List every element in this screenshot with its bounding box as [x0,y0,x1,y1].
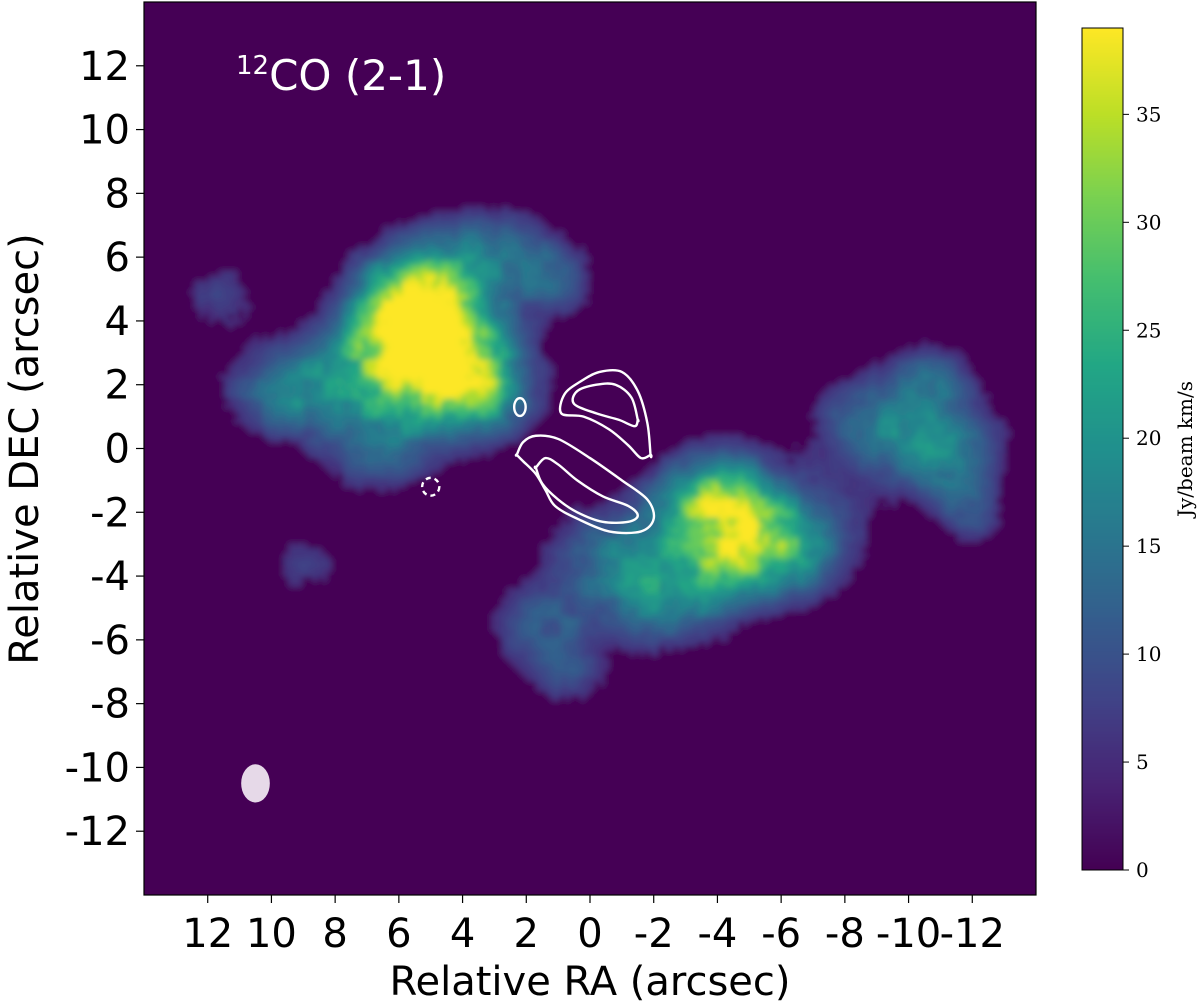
colorbar-tick-label: 0 [1136,858,1149,882]
colorbar-tick-label: 5 [1136,750,1149,774]
y-tick-label: -10 [65,745,130,791]
colorbar-frame [1081,27,1124,871]
y-tick-label: 4 [105,299,130,345]
colorbar-ticks: 0 5 10 15 20 25 30 35 [1123,102,1161,882]
x-tick-label: -6 [761,911,801,957]
colorbar-tick-label: 25 [1136,318,1161,342]
colorbar-tick-label: 10 [1136,642,1161,666]
contour-solid-3 [533,456,639,525]
colorbar-tick-label: 35 [1136,102,1161,126]
colorbar-tick-label: 15 [1136,534,1161,558]
y-tick-label: 12 [79,44,130,90]
x-tick-label: 0 [577,911,602,957]
colorbar: 0 5 10 15 20 25 30 35 Jy/beam km/s [1081,27,1197,882]
y-tick-label: -8 [90,682,130,728]
x-tick-label: 10 [246,911,297,957]
colorbar-tick-label: 20 [1136,426,1161,450]
x-tick-label: -8 [825,911,865,957]
co-intensity-heatmap [144,2,1036,895]
y-tick-label: -4 [90,554,130,600]
colorbar-tick-label: 30 [1136,210,1161,234]
colorbar-gradient [1082,28,1123,870]
contour-solid-2 [514,434,656,535]
x-axis-ticks: 12 10 8 6 4 2 0 -2 -4 -6 -8 -10-12 [182,895,1005,957]
x-tick-label: -10 [876,911,941,957]
x-tick-label: -2 [634,911,674,957]
contour-solid-1 [571,382,640,428]
x-tick-label: 4 [450,911,475,957]
contour-dashed-5 [420,476,441,497]
x-tick-label: -4 [697,911,737,957]
y-axis-ticks: 12 10 8 6 4 2 0 -2 -4 -6 -8 -10 -12 [65,44,144,855]
title-main: CO (2-1) [269,51,446,100]
beam-ellipse [241,764,270,803]
x-tick-label: 2 [514,911,539,957]
y-tick-label: 2 [105,363,130,409]
contour-solid-0 [558,368,653,460]
y-tick-label: -2 [90,490,130,536]
emission-map [144,2,1036,895]
y-axis-label: Relative DEC (arcsec) [2,233,48,664]
y-tick-label: -6 [90,618,130,664]
x-tick-label: 6 [386,911,411,957]
plot-title: 12CO (2-1) [236,51,446,100]
x-tick-label: 12 [182,911,233,957]
y-tick-label: 10 [79,108,130,154]
y-tick-label: 0 [105,427,130,473]
title-superscript: 12 [236,51,269,81]
x-tick-label: -12 [940,911,1005,957]
contour-solid-4 [512,396,527,418]
y-tick-label: -12 [65,809,130,855]
x-axis-label: Relative RA (arcsec) [390,959,791,1003]
colorbar-label: Jy/beam km/s [1173,381,1197,519]
y-tick-label: 8 [105,171,130,217]
x-tick-label: 8 [322,911,347,957]
y-tick-label: 6 [105,235,130,281]
continuum-contours [420,368,656,535]
